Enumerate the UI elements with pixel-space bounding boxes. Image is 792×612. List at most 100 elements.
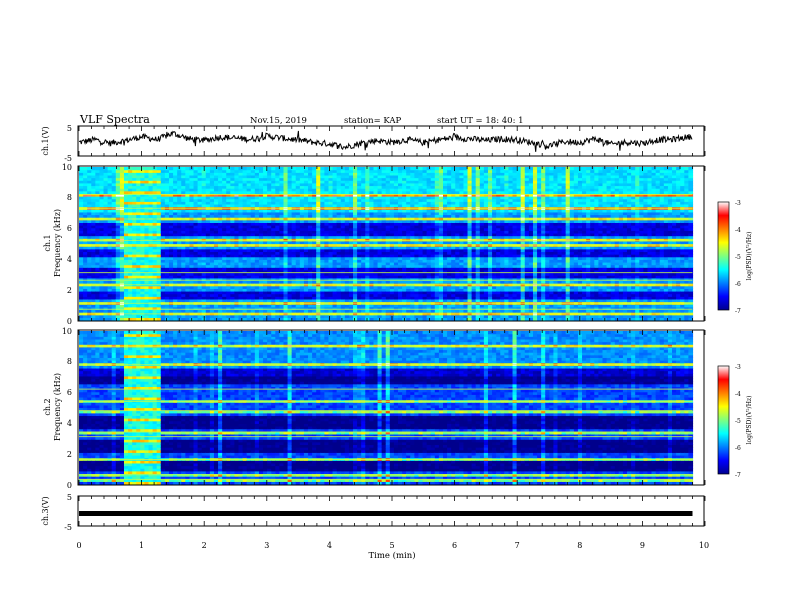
spectrogram-cell (79, 256, 84, 260)
spectrogram-cell (87, 180, 92, 184)
spectrogram-cell (132, 203, 137, 208)
spectrogram-cell (238, 167, 244, 171)
spectrogram-cell (144, 285, 150, 289)
spectrogram-cell (95, 180, 101, 184)
spectrogram-cell (201, 219, 207, 223)
spectrogram-cell (136, 314, 141, 318)
spectrogram-cell (197, 280, 203, 284)
spectrogram-cell (107, 238, 113, 242)
spectrogram-cell (185, 264, 191, 268)
spectrogram-cell (99, 251, 105, 255)
spectrogram-cell (123, 264, 129, 268)
spectrogram-cell (222, 214, 227, 218)
spectrogram-cell (226, 251, 231, 255)
spectrogram-cell (185, 188, 191, 192)
spectrogram-cell (181, 306, 186, 311)
spectrogram-cell (144, 219, 150, 223)
spectrogram-cell (99, 185, 105, 189)
spectrogram-cell (213, 290, 219, 295)
spectrogram-cell (181, 246, 186, 250)
spectrogram-cell (209, 285, 215, 289)
spectrogram-cell (128, 238, 133, 242)
spectrogram-cell (136, 272, 141, 276)
spectrogram-cell (177, 298, 182, 303)
spectrogram-cell (156, 209, 162, 213)
spectrogram-cell (201, 214, 207, 218)
spectrogram-cell (91, 296, 96, 300)
spectrogram-cell (160, 256, 166, 260)
spectrogram-cell (152, 280, 158, 284)
spectrogram-cell (107, 246, 113, 250)
spectrogram-cell (205, 174, 211, 179)
spectrogram-cell (115, 169, 121, 173)
spectrogram-cell (173, 293, 178, 297)
spectrogram-cell (99, 232, 105, 237)
spectrogram-cell (152, 167, 158, 171)
spectrogram-cell (222, 275, 227, 279)
spectrogram-cell (152, 254, 158, 258)
spectrogram-cell (111, 188, 117, 192)
spectrogram-cell (132, 167, 137, 171)
spectrogram-cell (156, 246, 162, 250)
spectrogram-cell (107, 275, 113, 279)
spectrogram-cell (205, 272, 211, 276)
spectrogram-cell (177, 259, 182, 263)
spectrogram-cell (140, 222, 146, 226)
spectrogram-cell (164, 177, 170, 181)
spectrogram-cell (136, 317, 141, 321)
spectrogram-cell (185, 227, 191, 231)
spectrogram-cell (79, 264, 84, 268)
spectrogram-cell (205, 304, 211, 308)
spectrogram-cell (91, 254, 96, 258)
spectrogram-cell (168, 211, 174, 216)
spectrogram-cell (205, 261, 211, 266)
spectrogram-cell (136, 198, 141, 202)
spectrogram-cell (119, 275, 125, 279)
spectrogram-cell (99, 317, 105, 321)
spectrogram-cell (152, 222, 158, 226)
spectrogram-cell (222, 269, 227, 274)
spectrogram-cell (168, 188, 174, 192)
spectrogram-cell (152, 290, 158, 295)
spectrogram-cell (185, 219, 191, 223)
spectrogram-cell (123, 198, 129, 202)
spectrogram-cell (230, 314, 236, 318)
spectrogram-cell (156, 185, 162, 189)
spectrogram-cell (83, 264, 88, 268)
spectrogram-cell (123, 246, 129, 250)
spectrogram-cell (160, 225, 166, 229)
spectrogram-cell (173, 227, 178, 231)
spectrogram-cell (197, 317, 203, 321)
start-time-label: start UT = 18: 40: 1 (437, 116, 524, 126)
spectrogram-cell (123, 235, 129, 239)
spectrogram-cell (156, 288, 162, 292)
spectrogram-cell (107, 190, 113, 194)
spectrogram-cell (83, 182, 88, 187)
spectrogram-cell (156, 227, 162, 231)
spectrogram-cell (185, 298, 191, 303)
spectrogram-cell (136, 251, 141, 255)
spectrogram-cell (181, 219, 186, 223)
spectrogram-cell (79, 238, 84, 242)
spectrogram-cell (144, 201, 150, 205)
spectrogram-cell (156, 172, 162, 176)
spectrogram-cell (119, 174, 125, 179)
spectrogram-cell (160, 167, 166, 171)
spectrogram-cell (95, 232, 101, 237)
spectrogram-cell (209, 254, 215, 258)
spectrogram-cell (258, 167, 264, 171)
spectrogram-cell (213, 277, 219, 282)
spectrogram-cell (115, 280, 121, 284)
spectrogram-cell (185, 259, 191, 263)
spectrogram-cell (336, 167, 342, 171)
spectrogram-cell (99, 172, 105, 176)
spectrogram-cell (173, 185, 178, 189)
ch1-spectrogram-panel: 0 2 4 6 8 10 ch.1 Frequency (kHz) -3 -4 … (43, 163, 753, 326)
spectrogram-cell (144, 272, 150, 276)
spectrogram-cell (123, 174, 129, 179)
spectrogram-cell (123, 261, 129, 266)
spectrogram-cell (99, 272, 105, 276)
spectrogram-cell (173, 251, 178, 255)
spectrogram-cell (218, 254, 223, 258)
spectrogram-cell (128, 230, 133, 234)
